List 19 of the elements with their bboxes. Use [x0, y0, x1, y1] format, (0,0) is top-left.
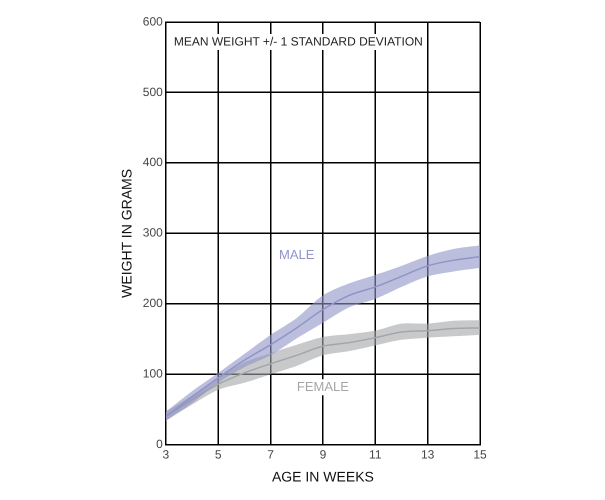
- series-label: FEMALE: [296, 378, 350, 394]
- y-tick-label: 0: [156, 437, 164, 452]
- y-tick-label: 500: [142, 84, 164, 99]
- y-tick-label: 100: [142, 366, 164, 381]
- text: MALE: [279, 246, 315, 262]
- x-tick-label: 13: [420, 447, 435, 462]
- x-tick-label: 5: [214, 447, 222, 462]
- x-axis-title: AGE IN WEEKS: [272, 468, 374, 484]
- y-tick-label: 300: [142, 226, 164, 240]
- x-tick-label: 7: [267, 447, 274, 462]
- y-tick-label: 600: [142, 14, 164, 28]
- annotation: MEAN WEIGHT +/- 1 STANDARD DEVIATION: [174, 34, 423, 48]
- y-axis-title: WEIGHT IN GRAMS: [118, 168, 134, 298]
- x-tick-label: 11: [369, 447, 382, 462]
- y-tick-label: 400: [142, 155, 164, 170]
- x-tick-label: 15: [473, 447, 487, 462]
- y-tick-label: 200: [142, 296, 164, 310]
- x-tick-label: 3: [162, 447, 170, 462]
- x-tick-label: 9: [320, 447, 327, 462]
